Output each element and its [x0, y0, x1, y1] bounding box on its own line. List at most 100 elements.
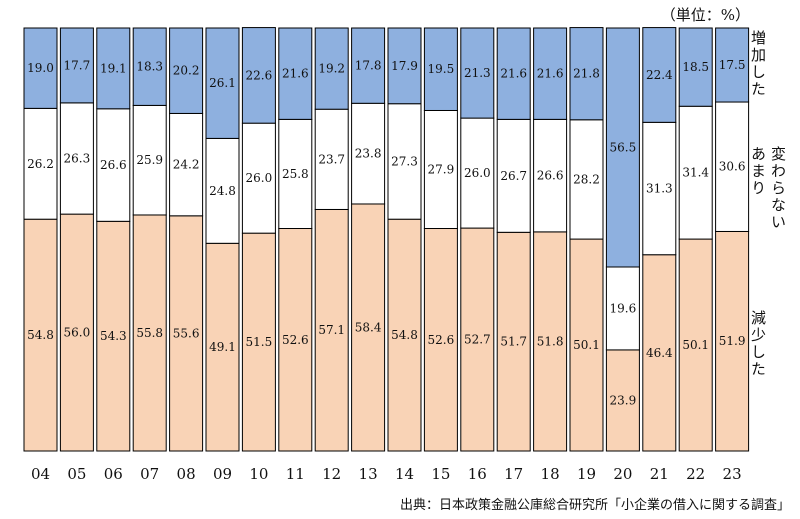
data-label-increase-23: 17.5: [719, 58, 746, 72]
data-label-increase-19: 21.8: [573, 67, 600, 81]
data-label-decrease-09: 49.1: [209, 340, 236, 354]
bar-group-17: 51.7 26.7 21.6 17: [496, 27, 531, 483]
bar-increase-23: [715, 27, 750, 103]
x-tick-label-15: 15: [431, 465, 450, 483]
bar-increase-09: [205, 27, 240, 139]
bar-group-12: 57.1 23.7 19.2 12: [314, 27, 349, 483]
data-label-same-14: 27.3: [391, 154, 418, 168]
data-label-decrease-22: 50.1: [682, 338, 709, 352]
x-tick-label-08: 08: [177, 465, 196, 483]
bar-increase-22: [678, 27, 713, 107]
data-label-decrease-13: 58.4: [355, 320, 382, 334]
bar-group-22: 50.1 31.4 18.5 22: [678, 27, 713, 483]
bar-group-08: 55.6 24.2 20.2 08: [169, 27, 204, 483]
data-label-same-16: 26.0: [464, 166, 491, 180]
bar-group-16: 52.7 26.0 21.3 16: [460, 27, 495, 483]
data-label-decrease-04: 54.8: [27, 328, 54, 342]
x-tick-label-10: 10: [249, 465, 268, 483]
data-label-increase-13: 17.8: [355, 59, 382, 73]
bar-group-19: 50.1 28.2 21.8 19: [569, 27, 604, 483]
data-label-same-11: 25.8: [282, 167, 309, 181]
bar-same-06: [96, 108, 131, 222]
bar-increase-20: [605, 27, 640, 268]
bar-same-23: [715, 101, 750, 232]
data-label-decrease-10: 51.5: [246, 335, 273, 349]
data-label-decrease-15: 52.6: [428, 333, 455, 347]
bar-increase-16: [460, 27, 495, 119]
x-tick-label-20: 20: [613, 465, 632, 483]
bar-group-06: 54.3 26.6 19.1 06: [96, 27, 131, 483]
bar-same-13: [351, 102, 386, 205]
x-tick-label-06: 06: [104, 465, 123, 483]
legend-same-line1: 変わらない: [769, 146, 787, 231]
data-label-increase-12: 19.2: [318, 62, 345, 76]
data-label-decrease-18: 51.8: [537, 334, 564, 348]
bar-group-13: 58.4 23.8 17.8 13: [351, 27, 386, 483]
data-label-decrease-08: 55.6: [173, 326, 200, 340]
bar-decrease-23: [715, 230, 750, 452]
bar-increase-07: [132, 27, 167, 106]
bar-group-07: 55.8 25.9 18.3 07: [132, 27, 167, 483]
bar-decrease-05: [59, 213, 94, 452]
data-label-same-23: 30.6: [719, 160, 746, 174]
bar-decrease-04: [23, 218, 58, 452]
data-label-decrease-19: 50.1: [573, 338, 600, 352]
bar-decrease-13: [351, 203, 386, 452]
x-tick-label-12: 12: [322, 465, 341, 483]
bar-decrease-09: [205, 242, 240, 452]
bar-increase-10: [241, 27, 276, 124]
data-label-increase-21: 22.4: [646, 68, 673, 82]
bar-same-10: [241, 122, 276, 234]
data-label-increase-11: 21.6: [282, 67, 309, 81]
data-label-increase-20: 56.5: [610, 140, 637, 154]
bar-group-10: 51.5 26.0 22.6 10: [241, 27, 276, 483]
bar-same-09: [205, 137, 240, 244]
data-label-decrease-05: 56.0: [64, 326, 91, 340]
data-label-decrease-07: 55.8: [136, 326, 163, 340]
data-label-same-18: 26.6: [537, 169, 564, 183]
bar-group-20: 23.9 19.6 56.5 20: [605, 27, 640, 483]
bar-increase-14: [387, 27, 422, 105]
unit-label: （単位：%）: [660, 6, 750, 24]
bar-group-11: 52.6 25.8 21.6 11: [278, 27, 313, 483]
bar-group-15: 52.6 27.9 19.5 15: [423, 27, 458, 483]
bar-same-05: [59, 102, 94, 215]
bar-decrease-10: [241, 232, 276, 452]
bar-group-23: 51.9 30.6 17.5 23: [715, 27, 750, 483]
bar-same-07: [132, 104, 167, 216]
data-label-decrease-16: 52.7: [464, 333, 491, 347]
bar-increase-17: [496, 27, 531, 120]
x-tick-label-21: 21: [650, 465, 669, 483]
x-tick-label-17: 17: [504, 465, 523, 483]
data-label-same-06: 26.6: [100, 158, 127, 172]
data-label-same-08: 24.2: [173, 158, 200, 172]
data-label-decrease-23: 51.9: [719, 334, 746, 348]
bar-same-20: [605, 266, 640, 351]
x-tick-label-13: 13: [359, 465, 378, 483]
bar-increase-12: [314, 27, 349, 110]
data-label-same-10: 26.0: [246, 171, 273, 185]
data-label-increase-09: 26.1: [209, 76, 236, 90]
data-label-increase-22: 18.5: [682, 60, 709, 74]
data-label-decrease-14: 54.8: [391, 328, 418, 342]
bar-same-04: [23, 107, 58, 220]
bar-increase-13: [351, 27, 386, 104]
bar-group-05: 56.0 26.3 17.7 05: [59, 27, 94, 483]
bar-increase-06: [96, 27, 131, 110]
data-label-increase-15: 19.5: [428, 62, 455, 76]
bar-same-14: [387, 103, 422, 220]
bar-same-12: [314, 108, 349, 210]
data-label-increase-16: 21.3: [464, 66, 491, 80]
legend-decrease: 減少した: [749, 310, 767, 378]
x-tick-label-05: 05: [67, 465, 86, 483]
bar-same-19: [569, 119, 604, 240]
x-tick-label-16: 16: [468, 465, 487, 483]
data-label-same-21: 31.3: [646, 182, 673, 196]
bar-decrease-20: [605, 349, 640, 452]
bar-group-14: 54.8 27.3 17.9 14: [387, 27, 422, 483]
x-tick-label-11: 11: [286, 465, 305, 483]
source-label: 出典：日本政策金融公庫総合研究所「小企業の借入に関する調査」: [399, 498, 790, 513]
data-label-decrease-06: 54.3: [100, 329, 127, 343]
data-label-increase-04: 19.0: [27, 61, 54, 75]
